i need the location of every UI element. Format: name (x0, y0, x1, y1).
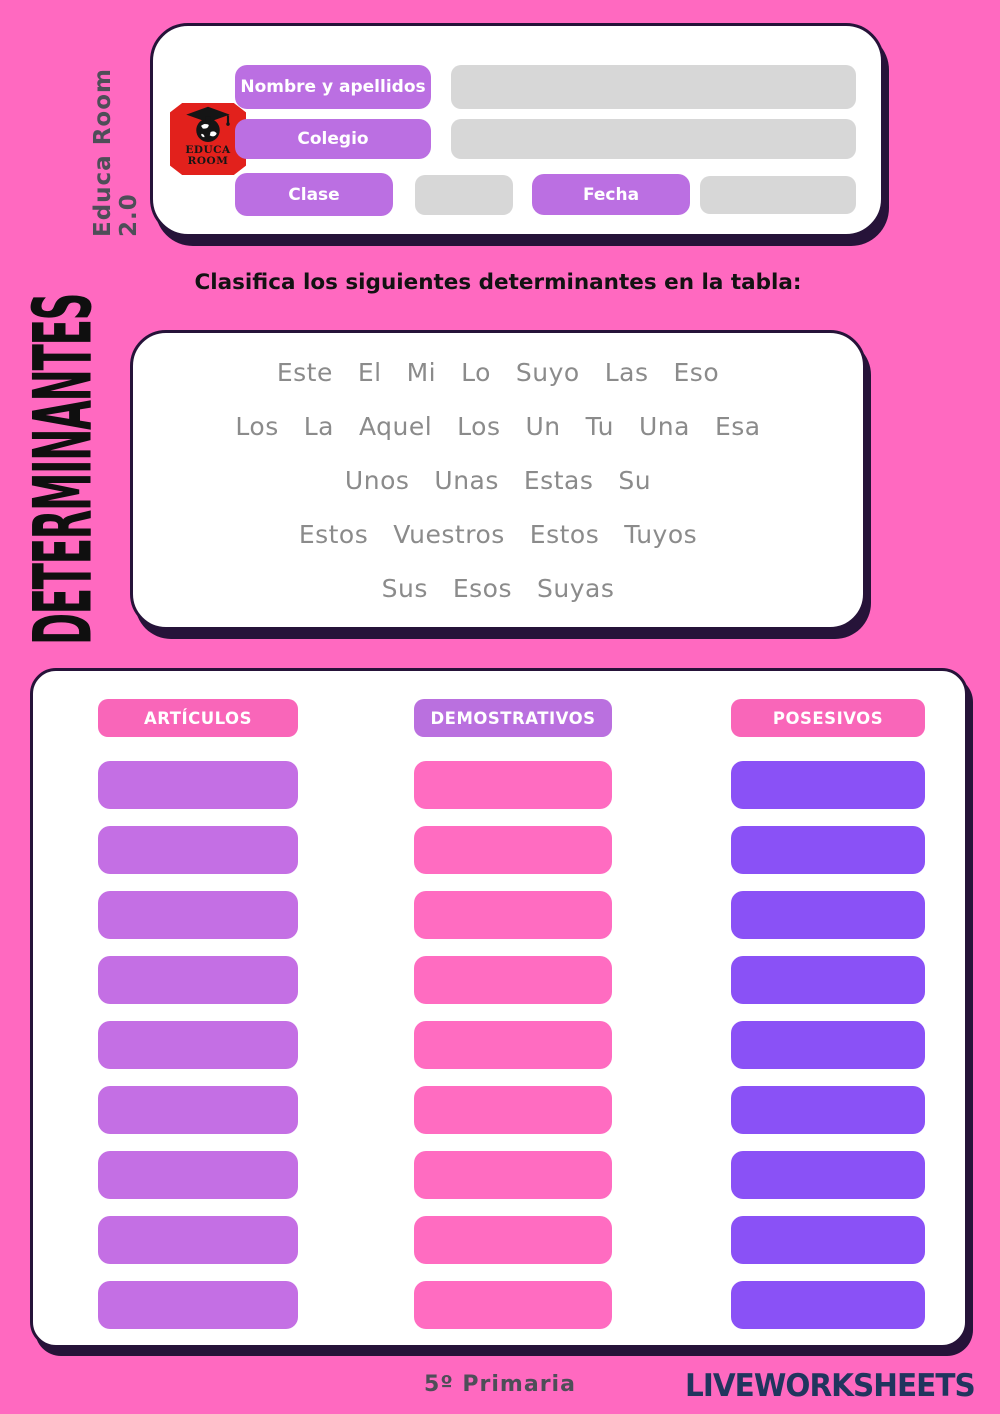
answer-slot-demostrativos[interactable] (414, 1151, 612, 1199)
educa-room-logo: EDUCA ROOM (170, 103, 246, 175)
column-header-demostrativos: DEMOSTRATIVOS (414, 699, 612, 737)
word-chip[interactable]: Tuyos (624, 519, 698, 549)
answer-slot-posesivos[interactable] (731, 761, 925, 809)
word-chip[interactable]: Esos (452, 573, 513, 603)
word-chip[interactable]: Unos (344, 465, 410, 495)
word-chip[interactable]: Lo (461, 357, 491, 387)
wordbank-row: Sus Esos Suyas (163, 574, 833, 603)
word-chip[interactable]: Estos (298, 519, 369, 549)
wordbank-row: Los La Aquel Los Un Tu Una Esa (163, 412, 833, 441)
word-chip[interactable]: Las (604, 357, 649, 387)
wordbank-row: Unos Unas Estas Su (163, 466, 833, 495)
column-header-articulos: ARTÍCULOS (98, 699, 298, 737)
answer-slot-articulos[interactable] (98, 826, 298, 874)
word-chip[interactable]: El (357, 357, 382, 387)
answer-slot-demostrativos[interactable] (414, 1086, 612, 1134)
answer-slot-posesivos[interactable] (731, 1021, 925, 1069)
word-chip[interactable]: Suyas (537, 573, 615, 603)
answer-slot-posesivos[interactable] (731, 956, 925, 1004)
graduation-cap-globe-icon (186, 106, 230, 142)
word-chip[interactable]: Este (276, 357, 333, 387)
grade-label: 5º Primaria (424, 1372, 576, 1397)
school-field-label: Colegio (235, 119, 431, 159)
word-chip[interactable]: Unas (434, 465, 499, 495)
answer-slot-demostrativos[interactable] (414, 1281, 612, 1329)
column-demostrativos: DEMOSTRATIVOS (414, 699, 612, 1329)
date-field-label: Fecha (532, 174, 690, 215)
name-input[interactable] (451, 65, 856, 109)
liveworksheets-brand: LIVEWORKSHEETS (646, 1368, 990, 1404)
answer-slot-articulos[interactable] (98, 1021, 298, 1069)
word-chip[interactable]: Aquel (358, 411, 433, 441)
answer-slot-articulos[interactable] (98, 1086, 298, 1134)
liveworksheets-wordmark: LIVEWORKSHEETS (685, 1368, 976, 1404)
word-chip[interactable]: Estos (529, 519, 600, 549)
word-chip[interactable]: Estas (523, 465, 594, 495)
word-chip[interactable]: Los (457, 411, 501, 441)
answer-slot-posesivos[interactable] (731, 1151, 925, 1199)
slots-demostrativos (414, 761, 612, 1329)
word-chip[interactable]: Su (618, 465, 652, 495)
logo-text-line2: ROOM (187, 155, 229, 167)
word-chip[interactable]: Vuestros (393, 519, 505, 549)
word-chip[interactable]: Una (638, 411, 690, 441)
answer-slot-demostrativos[interactable] (414, 891, 612, 939)
word-bank: Este El Mi Lo Suyo Las Eso Los La Aquel Los Un Tu Una… (130, 330, 866, 630)
answer-slot-articulos[interactable] (98, 956, 298, 1004)
answer-slot-posesivos[interactable] (731, 1216, 925, 1264)
page-title: DETERMINANTES (14, 293, 110, 645)
wordbank-row: Este El Mi Lo Suyo Las Eso (163, 358, 833, 387)
wordbank-row: Estos Vuestros Estos Tuyos (163, 520, 833, 549)
answer-slot-demostrativos[interactable] (414, 761, 612, 809)
logo-text-line1: EDUCA (185, 144, 231, 156)
class-input[interactable] (415, 175, 513, 215)
answer-slot-articulos[interactable] (98, 1216, 298, 1264)
answer-slot-demostrativos[interactable] (414, 1021, 612, 1069)
word-chip[interactable]: Suyo (515, 357, 580, 387)
answer-slot-demostrativos[interactable] (414, 956, 612, 1004)
column-articulos: ARTÍCULOS (98, 699, 298, 1329)
date-input[interactable] (700, 176, 856, 214)
answer-slot-articulos[interactable] (98, 891, 298, 939)
answer-slot-articulos[interactable] (98, 761, 298, 809)
word-chip[interactable]: Eso (673, 357, 720, 387)
answer-slot-posesivos[interactable] (731, 1086, 925, 1134)
answer-slot-posesivos[interactable] (731, 1281, 925, 1329)
slots-posesivos (731, 761, 925, 1329)
student-info-card: EDUCA ROOM Nombre y apellidos Colegio Cl… (150, 23, 884, 237)
educa-room-version-label: Educa Room 2.0 (90, 68, 142, 237)
class-field-label: Clase (235, 173, 393, 216)
answer-slot-articulos[interactable] (98, 1151, 298, 1199)
column-posesivos: POSESIVOS (731, 699, 925, 1329)
answer-slot-demostrativos[interactable] (414, 826, 612, 874)
word-chip[interactable]: Mi (406, 357, 437, 387)
word-chip[interactable]: Un (525, 411, 561, 441)
classification-table: ARTÍCULOS DEMOSTRATIVOS POSESIVOS (30, 668, 968, 1348)
answer-slot-posesivos[interactable] (731, 891, 925, 939)
instruction-text: Clasifica los siguientes determinantes e… (194, 270, 802, 295)
column-header-posesivos: POSESIVOS (731, 699, 925, 737)
name-field-label: Nombre y apellidos (235, 65, 431, 109)
word-chip[interactable]: Sus (381, 573, 428, 603)
word-chip[interactable]: Esa (714, 411, 761, 441)
word-chip[interactable]: La (303, 411, 334, 441)
slots-articulos (98, 761, 298, 1329)
school-input[interactable] (451, 119, 856, 159)
answer-slot-demostrativos[interactable] (414, 1216, 612, 1264)
word-chip[interactable]: Los (235, 411, 279, 441)
answer-slot-articulos[interactable] (98, 1281, 298, 1329)
word-chip[interactable]: Tu (585, 411, 614, 441)
answer-slot-posesivos[interactable] (731, 826, 925, 874)
